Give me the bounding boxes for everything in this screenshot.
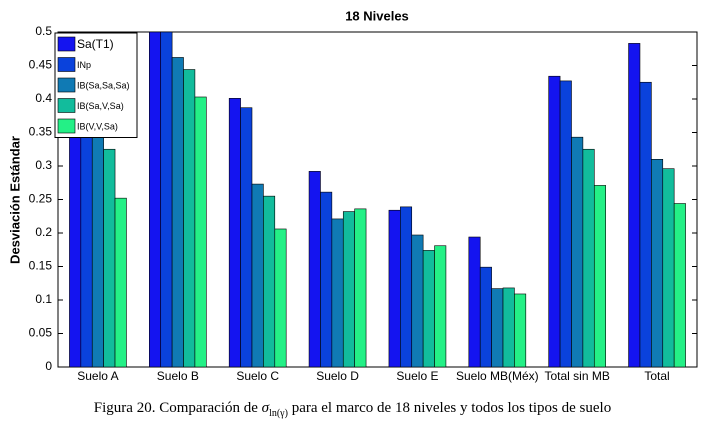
bar	[411, 234, 424, 368]
legend-swatch	[57, 98, 76, 113]
caption-subscript: ln(γ)	[269, 408, 288, 419]
x-tick-label: Suelo C	[236, 369, 279, 383]
y-tick-label: 0.4	[35, 91, 52, 105]
bar	[662, 168, 675, 368]
y-tick-label: 0.35	[29, 125, 53, 139]
bar	[114, 197, 127, 368]
bar	[434, 245, 447, 368]
bar	[559, 80, 572, 368]
y-tick-label: 0.05	[29, 326, 53, 340]
legend-label: IB(Sa,Sa,Sa)	[77, 80, 130, 90]
bar	[593, 185, 606, 368]
bar	[240, 107, 253, 368]
y-tick-label: 0	[45, 359, 52, 373]
legend-swatch	[57, 118, 76, 134]
legend-swatch	[57, 77, 76, 93]
bar	[251, 183, 264, 368]
x-tick-label: Suelo MB(Méx)	[456, 369, 539, 383]
bar	[160, 31, 173, 368]
bar	[69, 112, 82, 368]
legend-label: IB(Sa,V,Sa)	[77, 101, 124, 111]
x-tick-label: Total sin MB	[545, 369, 610, 383]
bar	[91, 125, 104, 368]
bar	[651, 159, 664, 368]
bar	[342, 211, 355, 368]
caption: Figura 20. Comparación de σln(γ) para el…	[0, 400, 705, 419]
bar	[388, 209, 401, 368]
x-tick-label: Suelo A	[77, 369, 118, 383]
bar	[400, 206, 413, 368]
legend-swatch	[57, 36, 76, 52]
bar	[171, 57, 184, 368]
y-axis-label: Desviación Estándar	[7, 136, 22, 264]
bar	[582, 148, 595, 368]
caption-prefix: Figura 20. Comparación de	[93, 400, 258, 416]
bar	[479, 266, 492, 368]
bar	[331, 218, 344, 368]
x-tick-label: Total	[644, 369, 669, 383]
bar	[308, 171, 321, 368]
bar	[639, 81, 652, 368]
page: 18 Niveles Desviación Estándar 0 0.05 0.1 0…	[7, 8, 698, 419]
bar	[571, 136, 584, 368]
bar	[468, 236, 481, 368]
x-tick-label: Suelo D	[316, 369, 359, 383]
bar	[274, 228, 287, 368]
legend-swatch	[57, 57, 76, 72]
bar	[80, 112, 93, 368]
y-tick-label: 0.2	[35, 225, 52, 239]
bar	[548, 75, 561, 368]
x-tick-label: Suelo B	[157, 369, 199, 383]
y-tick-label: 0.15	[29, 259, 53, 273]
bar	[183, 69, 196, 368]
y-tick-label: 0.25	[29, 192, 53, 206]
bar	[628, 43, 641, 368]
y-tick-label: 0.5	[35, 24, 52, 38]
bar	[320, 191, 333, 368]
bar	[354, 208, 367, 368]
bar	[149, 31, 162, 368]
caption-symbol: σ	[261, 400, 270, 416]
bar	[263, 195, 276, 368]
x-tick-label: Suelo E	[396, 369, 438, 383]
bar	[422, 250, 435, 368]
chart-title: 18 Niveles	[345, 8, 409, 23]
legend-label: INp	[77, 60, 91, 70]
bar	[103, 148, 116, 368]
caption-suffix: para el marco de 18 niveles y todos los …	[291, 400, 612, 416]
bar	[228, 98, 241, 368]
legend-label: IB(V,V,Sa)	[77, 121, 118, 131]
bar	[491, 288, 504, 368]
bar	[502, 287, 515, 368]
bar	[673, 203, 686, 368]
bar	[514, 293, 527, 368]
y-tick-label: 0.45	[29, 58, 53, 72]
y-tick-label: 0.3	[35, 158, 52, 172]
bar	[194, 96, 207, 368]
legend-label: Sa(T1)	[77, 37, 114, 51]
y-tick-label: 0.1	[35, 292, 52, 306]
chart: 18 Niveles Desviación Estándar 0 0.05 0.1 0…	[7, 8, 698, 383]
